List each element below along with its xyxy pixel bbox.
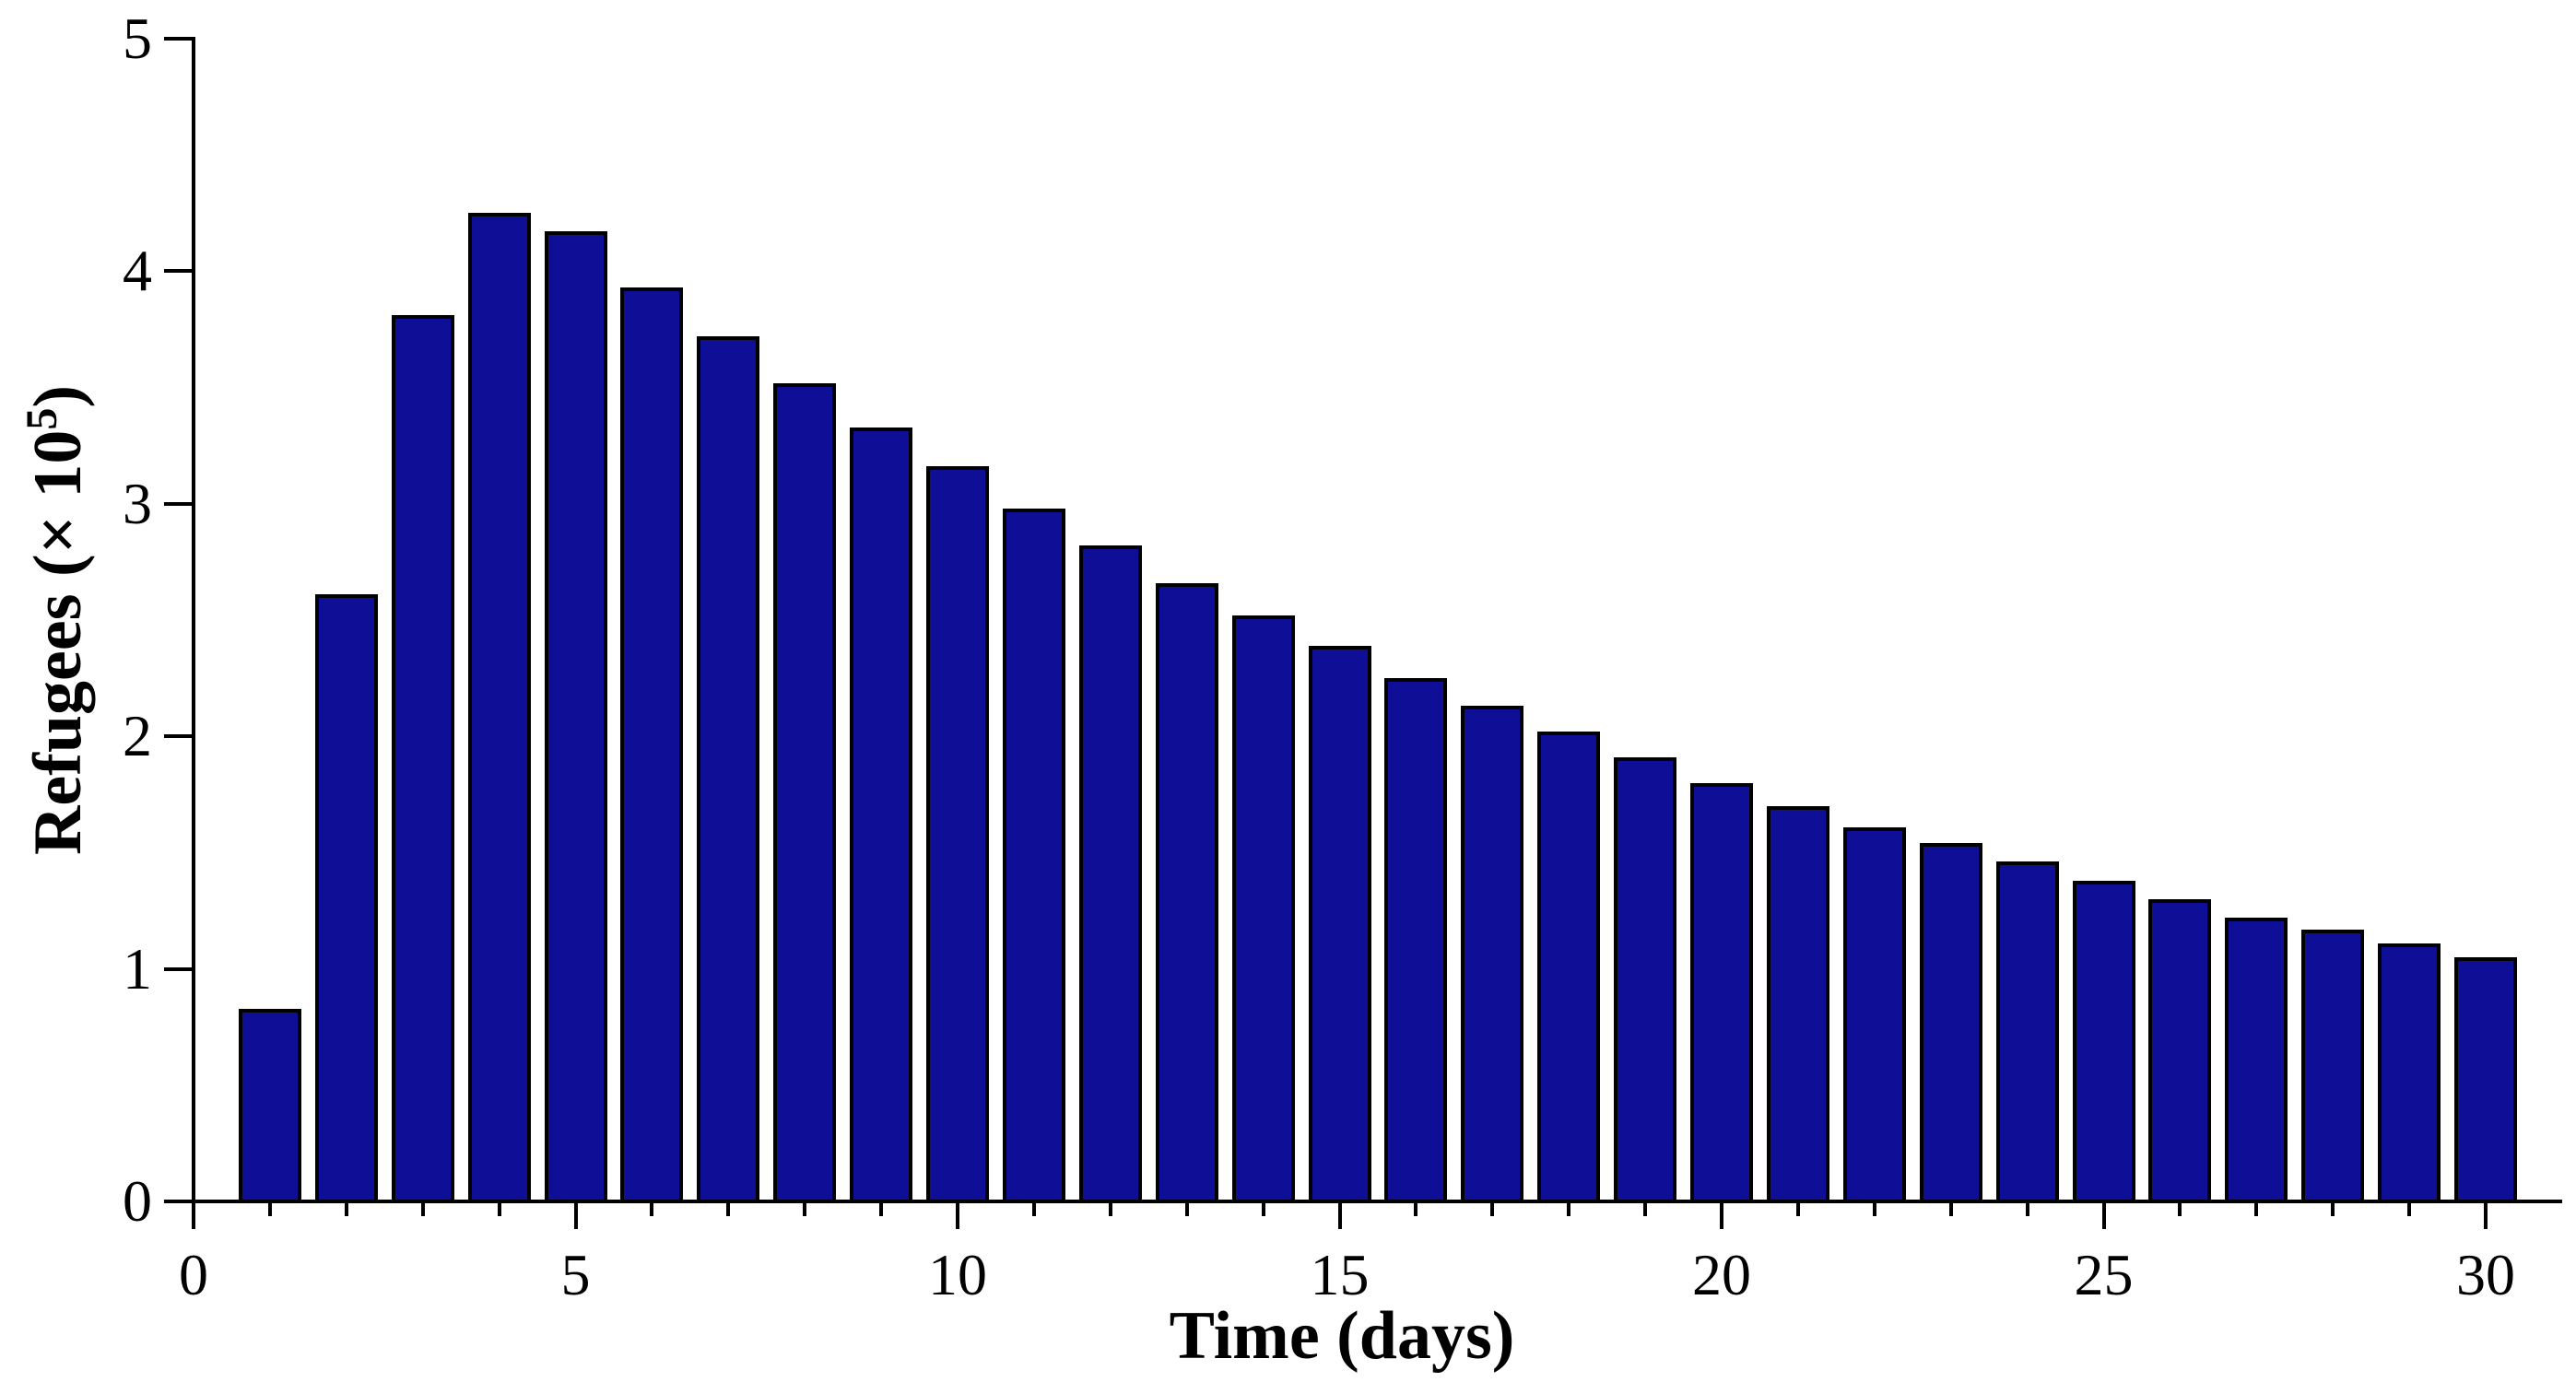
x-tick-label: 10 — [928, 1242, 987, 1307]
x-minor-tick — [2331, 1201, 2335, 1216]
bar — [238, 1008, 301, 1203]
bar — [1690, 782, 1753, 1203]
x-minor-tick — [1872, 1201, 1876, 1216]
x-tick-label: 25 — [2074, 1242, 2134, 1307]
y-major-tick — [164, 37, 194, 41]
y-tick-label: 3 — [123, 470, 152, 536]
bar — [1231, 615, 1295, 1203]
bar — [2225, 918, 2288, 1203]
x-axis-title: Time (days) — [1169, 1298, 1515, 1374]
bar — [314, 594, 378, 1203]
bar — [1614, 756, 1677, 1203]
bar — [2148, 898, 2212, 1203]
bar — [1537, 732, 1601, 1203]
x-minor-tick — [1414, 1201, 1418, 1216]
y-major-tick — [164, 1200, 194, 1203]
bar — [2072, 880, 2135, 1203]
x-major-tick — [2101, 1201, 2106, 1229]
x-tick-label: 5 — [560, 1242, 591, 1307]
x-minor-tick — [650, 1201, 654, 1216]
x-minor-tick — [2178, 1201, 2182, 1216]
bar — [926, 466, 989, 1203]
x-major-tick — [1337, 1201, 1342, 1229]
bar — [467, 213, 531, 1203]
bar — [1766, 805, 1829, 1203]
bar — [544, 231, 607, 1203]
bar — [773, 382, 837, 1203]
y-tick-label: 2 — [123, 703, 152, 769]
x-minor-tick — [1795, 1201, 1800, 1216]
x-tick-label: 30 — [2456, 1242, 2515, 1307]
bar — [1919, 843, 1982, 1203]
bar — [2378, 943, 2441, 1203]
x-minor-tick — [267, 1201, 272, 1216]
bar — [2301, 929, 2365, 1203]
x-minor-tick — [420, 1201, 425, 1216]
x-minor-tick — [2407, 1201, 2412, 1216]
bar — [1995, 861, 2059, 1203]
bar — [1002, 508, 1065, 1203]
x-tick-label: 20 — [1692, 1242, 1751, 1307]
x-minor-tick — [1184, 1201, 1189, 1216]
y-axis-title-close: ) — [19, 384, 96, 408]
x-major-tick — [573, 1201, 578, 1229]
x-minor-tick — [2254, 1201, 2259, 1216]
x-minor-tick — [726, 1201, 731, 1216]
y-axis-title-superscript: 5 — [18, 407, 67, 430]
x-minor-tick — [879, 1201, 884, 1216]
bar — [850, 427, 913, 1203]
y-major-tick — [164, 966, 194, 971]
y-major-tick — [164, 269, 194, 274]
x-minor-tick — [1031, 1201, 1036, 1216]
x-tick-label: 0 — [179, 1242, 208, 1307]
y-tick-label: 1 — [123, 935, 152, 1001]
x-minor-tick — [1490, 1201, 1495, 1216]
x-minor-tick — [1948, 1201, 1953, 1216]
x-major-tick — [2484, 1201, 2488, 1229]
bar — [1078, 545, 1142, 1203]
x-minor-tick — [1108, 1201, 1112, 1216]
y-axis-title-main: Refugees (× 10 — [19, 429, 96, 856]
bar — [391, 315, 454, 1203]
y-tick-label: 0 — [123, 1168, 152, 1234]
y-tick-label: 5 — [123, 6, 152, 71]
bar — [1461, 706, 1524, 1203]
y-major-tick — [164, 501, 194, 506]
y-axis-title: Refugees (× 105) — [17, 385, 98, 855]
x-minor-tick — [344, 1201, 348, 1216]
x-minor-tick — [2025, 1201, 2029, 1216]
y-major-tick — [164, 734, 194, 739]
x-minor-tick — [1261, 1201, 1265, 1216]
x-major-tick — [956, 1201, 959, 1229]
x-minor-tick — [497, 1201, 501, 1216]
x-minor-tick — [1567, 1201, 1571, 1216]
y-tick-label: 4 — [123, 238, 152, 304]
x-tick-label: 15 — [1310, 1242, 1370, 1307]
x-minor-tick — [1643, 1201, 1648, 1216]
bar — [697, 336, 760, 1203]
x-axis-line — [171, 1200, 2562, 1203]
bar — [1842, 826, 1906, 1203]
bar — [1308, 645, 1371, 1203]
bar — [1155, 582, 1218, 1203]
bar — [620, 287, 684, 1203]
x-major-tick — [1720, 1201, 1723, 1229]
y-axis-line — [192, 37, 195, 1203]
bar — [2454, 956, 2517, 1203]
x-minor-tick — [803, 1201, 807, 1216]
x-major-tick — [192, 1201, 195, 1229]
bar — [1384, 678, 1448, 1203]
